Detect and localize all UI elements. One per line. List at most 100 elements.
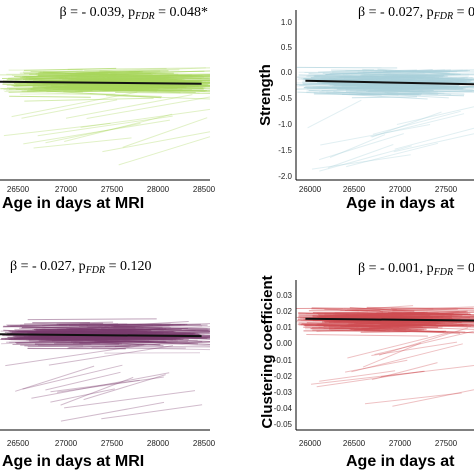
fit-line	[305, 317, 474, 322]
x-tick-label: 28000	[147, 439, 170, 448]
trajectory-line	[353, 330, 445, 333]
x-tick-label: 26000	[299, 185, 322, 194]
trajectory-line	[66, 327, 182, 330]
trajectory-line	[324, 308, 370, 312]
trajectory-line	[349, 90, 414, 92]
trajectory-line	[307, 99, 362, 129]
trajectory-line	[296, 66, 398, 69]
trajectory-line	[24, 97, 154, 102]
trajectory-line	[105, 345, 211, 348]
y-tick-labels: 1.0 0.5 0.0 -0.5 -1.0 -1.5 -2.0	[278, 18, 292, 181]
trajectory-line	[24, 345, 130, 348]
x-tick-label: 27000	[389, 439, 412, 448]
trajectory-line	[363, 330, 466, 333]
trajectory-line	[65, 94, 193, 119]
trajectory-line	[106, 95, 211, 100]
trajectory-line	[310, 327, 443, 330]
trajectory-line	[15, 88, 162, 99]
trajectory-line	[351, 96, 418, 99]
trajectory-line	[31, 372, 170, 399]
trajectory-line	[29, 72, 174, 75]
trajectory-line	[362, 69, 448, 74]
trajectory-line	[306, 322, 403, 326]
trajectory-line	[11, 91, 138, 118]
trajectory-line	[342, 69, 468, 76]
stat-annotation: β = - 0.039, pFDR = 0.048*	[59, 5, 208, 22]
trajectory-line	[22, 69, 180, 73]
y-tick-label: -2.0	[278, 172, 292, 181]
trajectory-line	[350, 316, 474, 318]
trajectory-line	[36, 329, 176, 333]
trajectory-line	[23, 71, 143, 75]
trajectory-line	[360, 70, 440, 76]
trajectory-line	[384, 72, 474, 77]
trajectory-line	[319, 145, 412, 172]
trajectory-line	[8, 88, 112, 93]
trajectory-line	[73, 329, 151, 332]
trajectory-line	[312, 315, 373, 319]
trajectory-line	[64, 390, 196, 409]
trajectory-line	[46, 338, 112, 340]
trajectory-line	[376, 311, 474, 316]
trajectory-line	[380, 365, 474, 378]
trajectory-line	[110, 340, 188, 342]
x-tick-label: 28000	[147, 185, 170, 194]
trajectory-line	[62, 78, 135, 81]
trajectory-line	[305, 86, 398, 89]
y-tick-label: -0.05	[274, 420, 293, 429]
trajectory-line	[308, 88, 369, 92]
stat-annotation: β = - 0.027, pFDR = 0.120	[358, 5, 474, 22]
trajectory-line	[107, 328, 211, 331]
trajectory-line	[67, 80, 165, 83]
x-tick-label: 27000	[55, 185, 78, 194]
trajectory-line	[316, 328, 375, 332]
trajectory-line	[25, 329, 111, 333]
x-tick-label: 27500	[101, 439, 124, 448]
trajectory-line	[89, 93, 163, 97]
trajectory-line	[98, 338, 165, 341]
trajectory-line	[54, 342, 122, 345]
spaghetti-lines	[296, 66, 474, 172]
x-tick-labels: 26000 26500 27000 27500	[299, 439, 458, 448]
trajectory-line	[73, 330, 196, 333]
trajectory-line	[21, 90, 83, 93]
trajectory-line	[366, 306, 474, 310]
trajectory-line	[25, 82, 113, 85]
trajectory-line	[9, 95, 91, 98]
trajectory-line	[111, 324, 208, 328]
trajectory-line	[378, 327, 469, 356]
trajectory-line	[367, 88, 464, 92]
trajectory-line	[362, 342, 421, 368]
trajectory-line	[2, 324, 120, 328]
trajectory-line	[112, 326, 211, 329]
y-tick-label: -0.5	[278, 94, 292, 103]
trajectory-line	[379, 308, 458, 313]
x-tick-label: 26000	[299, 439, 322, 448]
x-tick-label: 28500	[193, 439, 216, 448]
y-tick-label: 0.5	[281, 43, 293, 52]
trajectory-line	[5, 344, 147, 367]
stat-annotation: β = - 0.001, pFDR = 0.924	[358, 261, 474, 278]
trajectory-line	[85, 332, 160, 334]
trajectory-line	[372, 110, 461, 135]
trajectory-line	[21, 99, 118, 119]
trajectory-line	[381, 316, 453, 319]
x-tick-label: 27000	[55, 439, 78, 448]
y-tick-label: 0.01	[276, 323, 292, 332]
y-axis-label: Strength	[257, 64, 274, 126]
trajectory-line	[333, 91, 449, 99]
y-tick-label: -1.5	[278, 146, 292, 155]
trajectory-line	[42, 330, 139, 336]
trajectory-line	[318, 69, 374, 73]
trajectory-line	[98, 75, 205, 78]
y-tick-label: -0.02	[274, 372, 293, 381]
panel-bottom-right: β = - 0.001, pFDR = 0.924 0.030.020.010.…	[259, 261, 474, 470]
trajectory-line	[17, 326, 109, 332]
trajectory-line	[79, 341, 152, 344]
trajectory-line	[100, 74, 211, 77]
trajectory-line	[4, 91, 161, 98]
trajectory-line	[396, 106, 474, 125]
trajectory-line	[310, 370, 425, 385]
trajectory-line	[298, 312, 372, 315]
trajectory-line	[94, 340, 166, 343]
